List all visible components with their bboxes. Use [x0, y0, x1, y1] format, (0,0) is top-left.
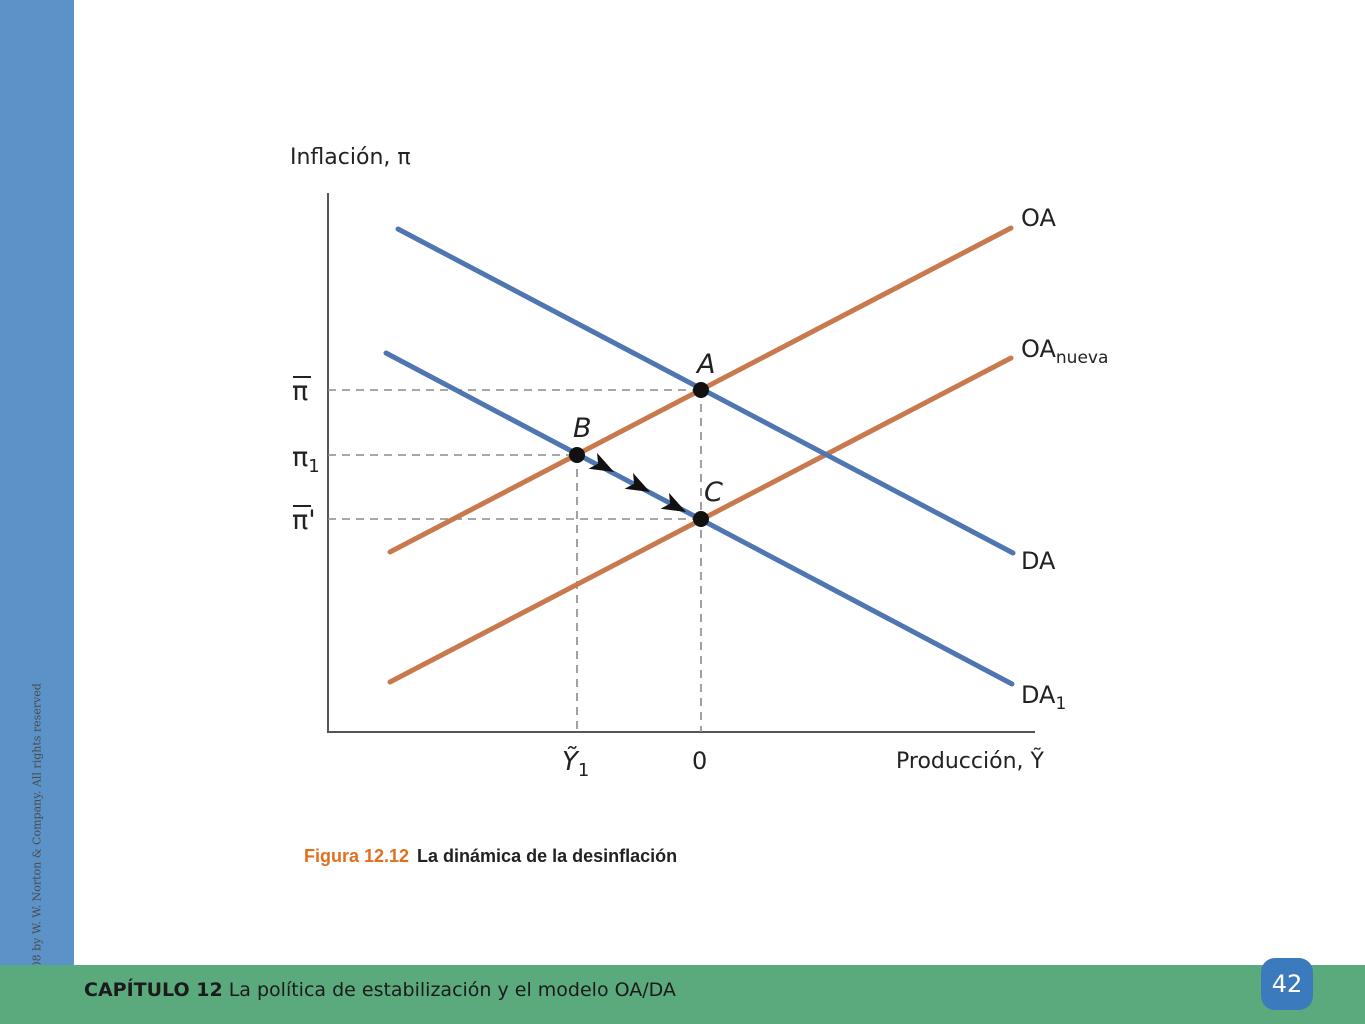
arrow-1: [588, 452, 614, 472]
y-tick-pi-bar: π: [292, 376, 311, 407]
oa-label: OA: [1021, 204, 1056, 232]
figure-caption: Figura 12.12 La dinámica de la desinflaci…: [304, 846, 677, 867]
oa-nueva-label: OAnueva: [1021, 335, 1108, 368]
point-b-label: B: [573, 413, 592, 444]
y-tick-pi-1: π1: [292, 442, 320, 477]
chapter-number: CAPÍTULO 12: [84, 979, 223, 1001]
page-number-badge: 42: [1261, 958, 1313, 1010]
point-c-label: C: [704, 477, 723, 508]
x-axis-label: Producción, Ỹ: [896, 747, 1045, 774]
figure-title: La dinámica de la desinflación: [417, 846, 678, 866]
y-axis-label: Inflación, π: [290, 145, 411, 170]
chapter-title: La política de estabilización y el model…: [228, 979, 676, 1001]
da1-label: DA1: [1021, 681, 1066, 714]
left-sidebar: [0, 0, 74, 965]
da-label: DA: [1021, 547, 1056, 575]
point-c-marker: [693, 511, 709, 527]
footer-bar: [0, 965, 1365, 1024]
point-a-label: A: [695, 349, 715, 380]
point-b-marker: [569, 447, 585, 463]
arrow-3: [660, 492, 686, 512]
point-a-marker: [693, 382, 709, 398]
svg-text:π1: π1: [292, 442, 320, 477]
x-tick-zero: 0: [692, 747, 707, 775]
arrow-2: [624, 472, 650, 492]
chapter-heading: CAPÍTULO 12 La política de estabilizació…: [84, 975, 676, 1005]
y-tick-pi-prime: π': [292, 505, 316, 536]
x-tick-y1: Ỹ1: [562, 745, 589, 781]
figure-number: Figura 12.12: [304, 846, 410, 866]
svg-text:π': π': [292, 505, 316, 536]
svg-text:π: π: [292, 376, 308, 407]
